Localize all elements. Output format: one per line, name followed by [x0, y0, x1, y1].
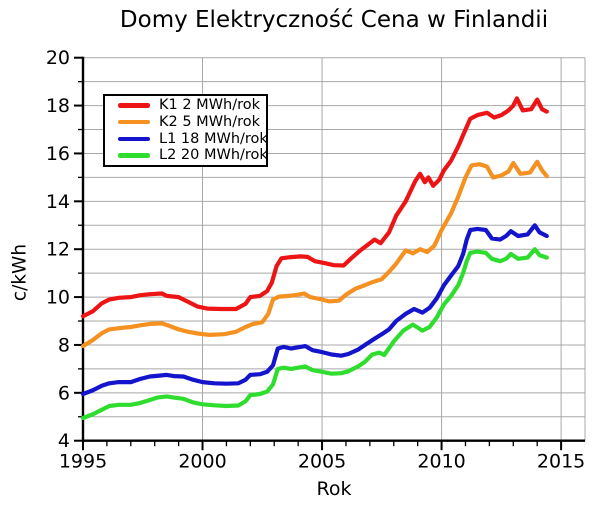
legend-swatch-k2 — [118, 119, 150, 125]
y-tick-label: 16 — [46, 143, 70, 165]
y-tick-label: 18 — [46, 95, 70, 117]
legend-item-l1: L1 18 MWh/rok — [118, 130, 268, 147]
legend-label-k1: K1 2 MWh/rok — [159, 97, 261, 114]
legend: K1 2 MWh/rok K2 5 MWh/rok L1 18 MWh/rok … — [103, 94, 268, 167]
legend-item-l2: L2 20 MWh/rok — [118, 147, 268, 164]
legend-swatch-l2 — [118, 153, 150, 158]
legend-swatch-l1 — [118, 136, 150, 142]
chart-title: Domy Elektryczność Cena w Finlandii — [119, 7, 549, 33]
y-tick-label: 10 — [46, 287, 70, 309]
x-tick-label: 2015 — [537, 451, 585, 473]
y-tick-label: 8 — [58, 334, 70, 356]
y-tick-label: 12 — [46, 239, 70, 261]
series-line-l1 — [80, 223, 549, 397]
legend-label-k2: K2 5 MWh/rok — [159, 113, 261, 130]
x-tick-label: 2010 — [417, 451, 465, 473]
y-tick-label: 4 — [58, 430, 70, 452]
legend-label-l1: L1 18 MWh/rok — [159, 130, 268, 147]
y-tick-label: 14 — [46, 191, 70, 213]
legend-item-k1: K1 2 MWh/rok — [118, 98, 266, 113]
legend-item-k2: K2 5 MWh/rok — [118, 115, 266, 130]
series-line-k1 — [80, 96, 549, 319]
series-line-k2 — [80, 159, 549, 349]
x-axis-label: Rok — [316, 478, 352, 500]
series-line-l2 — [80, 247, 549, 421]
legend-swatch-k1 — [118, 103, 150, 108]
y-tick-label: 6 — [58, 382, 70, 404]
x-tick-label: 2005 — [298, 451, 346, 473]
y-axis-label: c/kWh — [9, 243, 31, 302]
x-tick-label: 1995 — [59, 451, 107, 473]
x-tick-label: 2000 — [178, 451, 226, 473]
legend-label-l2: L2 20 MWh/rok — [159, 147, 268, 164]
y-tick-label: 20 — [46, 47, 70, 69]
